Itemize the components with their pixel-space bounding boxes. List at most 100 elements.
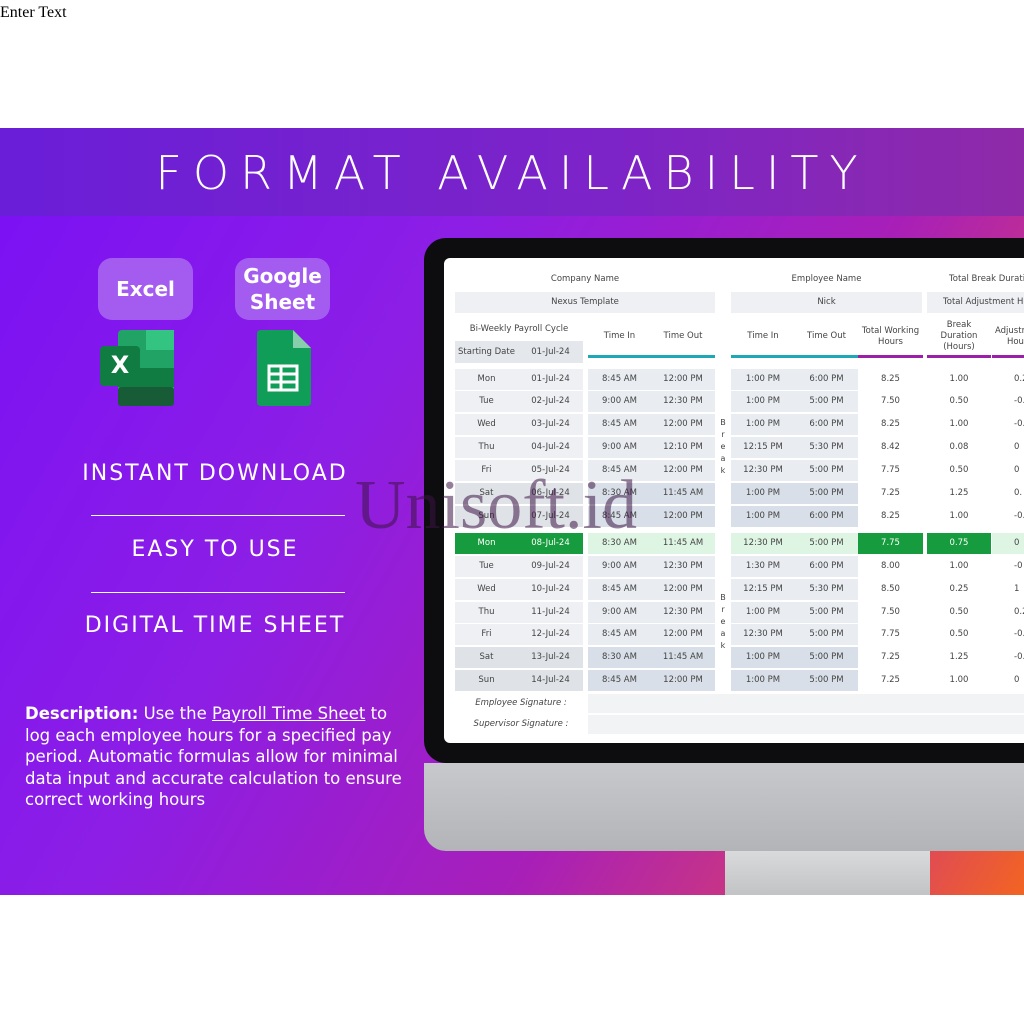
cell: 12:15 PM xyxy=(731,578,795,600)
signature-field xyxy=(588,714,1024,734)
cell: 11:45 AM xyxy=(651,532,715,554)
feature: EASY TO USE xyxy=(131,537,299,562)
column-header: Break Duration (Hours) xyxy=(927,318,991,358)
cell: 1.00 xyxy=(927,555,991,577)
cell: 5:00 PM xyxy=(795,647,858,669)
cell: Tue xyxy=(455,391,518,413)
cell: 8:30 AM xyxy=(588,647,651,669)
excel-icon: X xyxy=(100,330,174,406)
cell: 02-Jul-24 xyxy=(518,391,583,413)
cell: 6:00 PM xyxy=(795,414,858,436)
cell: 0. xyxy=(992,483,1024,504)
cell: Thu xyxy=(455,601,518,623)
cell: 10-Jul-24 xyxy=(518,578,583,600)
cell: 7.75 xyxy=(858,624,923,646)
cell: Fri xyxy=(455,624,518,646)
banner: FORMAT AVAILABILITY Excel Google Sheet X… xyxy=(0,128,1024,895)
divider xyxy=(91,592,345,593)
employee-value: Nick xyxy=(731,291,922,313)
cell: 5:30 PM xyxy=(795,578,858,600)
cell: 8.50 xyxy=(858,578,923,600)
supervisor-signature: Supervisor Signature : xyxy=(455,714,587,734)
column-header: Time Out xyxy=(795,318,858,358)
cell: 0.50 xyxy=(927,601,991,623)
cell: 9:00 AM xyxy=(588,391,651,413)
break-label: Break xyxy=(718,593,728,654)
cell: 05-Jul-24 xyxy=(518,460,583,482)
cell: 5:00 PM xyxy=(795,601,858,623)
description-text: Use the xyxy=(143,704,207,723)
cell: 8:45 AM xyxy=(588,578,651,600)
cell: 8:45 AM xyxy=(588,670,651,692)
cell: 6:00 PM xyxy=(795,555,858,577)
cell: 13-Jul-24 xyxy=(518,647,583,669)
cell: Sat xyxy=(455,647,518,669)
cell: 1.00 xyxy=(927,670,991,692)
cell: 8:45 AM xyxy=(588,505,651,527)
cell: 03-Jul-24 xyxy=(518,414,583,436)
cell: 12:00 PM xyxy=(651,624,715,646)
signature-field xyxy=(588,693,1024,713)
cell: 0.50 xyxy=(927,624,991,646)
cell: 8.25 xyxy=(858,505,923,527)
sheets-icon xyxy=(257,330,311,406)
cell: 7.25 xyxy=(858,483,923,504)
feature: INSTANT DOWNLOAD xyxy=(82,461,348,486)
cell: 1.00 xyxy=(927,414,991,436)
cell: 1:30 PM xyxy=(731,555,795,577)
svg-text:X: X xyxy=(111,351,130,379)
cell: 8.00 xyxy=(858,555,923,577)
cell: 04-Jul-24 xyxy=(518,437,583,459)
description: Description: Use the Payroll Time Sheet … xyxy=(25,703,410,811)
cell: 0.08 xyxy=(927,437,991,459)
cell: Mon xyxy=(455,532,518,554)
column-header: Time Out xyxy=(651,318,715,358)
employee-label: Employee Name xyxy=(731,268,922,290)
cell: Sun xyxy=(455,670,518,692)
cell: 12-Jul-24 xyxy=(518,624,583,646)
cell: 12:30 PM xyxy=(731,532,795,554)
description-label: Description: xyxy=(25,704,139,723)
cell: 0.75 xyxy=(927,532,991,554)
badge: Excel xyxy=(98,258,193,320)
description-text: to log each employee hours for a specifi… xyxy=(25,704,402,809)
cell: 8:30 AM xyxy=(588,532,651,554)
cell: 6:00 PM xyxy=(795,368,858,390)
divider xyxy=(91,515,345,516)
cell: 5:00 PM xyxy=(795,670,858,692)
cell: 5:30 PM xyxy=(795,437,858,459)
total-adjust-label: Total Adjustment Hours xyxy=(927,291,1024,313)
start-label: Starting Date xyxy=(455,341,518,363)
cell: 8.25 xyxy=(858,414,923,436)
cell: 0.50 xyxy=(927,460,991,482)
cell: 12:00 PM xyxy=(651,578,715,600)
cell: Fri xyxy=(455,460,518,482)
cell: 0.2 xyxy=(992,368,1024,390)
cell: 5:00 PM xyxy=(795,391,858,413)
cell: 1 xyxy=(992,578,1024,600)
cell: 11:45 AM xyxy=(651,483,715,504)
cell: -0. xyxy=(992,414,1024,436)
cell: 0 xyxy=(992,670,1024,692)
description-link[interactable]: Payroll Time Sheet xyxy=(211,704,366,723)
cell: 7.25 xyxy=(858,670,923,692)
cell: Sat xyxy=(455,483,518,504)
cell: 0 xyxy=(992,437,1024,459)
cell: 7.50 xyxy=(858,601,923,623)
column-header: Total Working Hours xyxy=(858,318,923,358)
cell: -0 xyxy=(992,555,1024,577)
cell: 1:00 PM xyxy=(731,391,795,413)
cell: 8.25 xyxy=(858,368,923,390)
cell: Thu xyxy=(455,437,518,459)
cell: 7.25 xyxy=(858,647,923,669)
cell: 7.75 xyxy=(858,460,923,482)
cell: 8:45 AM xyxy=(588,414,651,436)
cell: Tue xyxy=(455,555,518,577)
cell: 12:30 PM xyxy=(651,391,715,413)
company-label: Company Name xyxy=(455,268,715,290)
cell: Wed xyxy=(455,578,518,600)
cell: 1:00 PM xyxy=(731,414,795,436)
cell: 12:30 PM xyxy=(651,555,715,577)
company-value: Nexus Template xyxy=(455,291,715,313)
